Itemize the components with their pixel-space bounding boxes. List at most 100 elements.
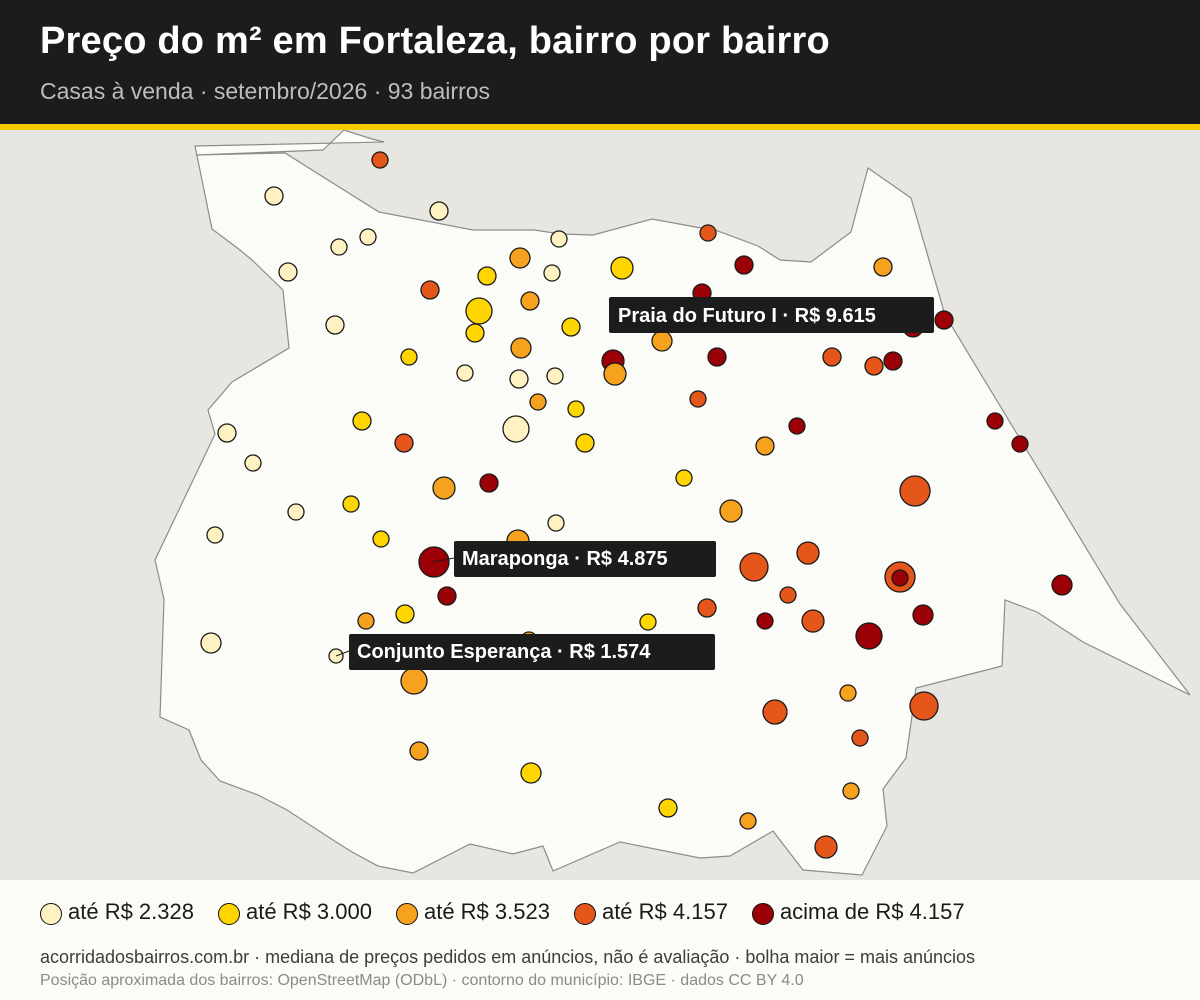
neighborhood-bubble[interactable] (287, 503, 305, 521)
neighborhood-bubble[interactable] (934, 310, 954, 330)
neighborhood-bubble[interactable] (479, 473, 499, 493)
neighborhood-bubble[interactable] (206, 526, 224, 544)
neighborhood-bubble[interactable] (330, 238, 348, 256)
footer (0, 880, 1200, 1000)
neighborhood-bubble[interactable] (429, 201, 449, 221)
neighborhood-bubble[interactable] (899, 475, 931, 507)
neighborhood-bubble[interactable] (409, 741, 429, 761)
callout-praia-do-futuro: Praia do Futuro I · R$ 9.615 (609, 297, 934, 333)
neighborhood-bubble[interactable] (842, 782, 860, 800)
neighborhood-bubble[interactable] (814, 835, 838, 859)
neighborhood-bubble[interactable] (891, 569, 909, 587)
neighborhood-bubble[interactable] (509, 247, 531, 269)
neighborhood-bubble[interactable] (371, 151, 389, 169)
legend-label: até R$ 4.157 (601, 899, 728, 924)
neighborhood-bubble[interactable] (839, 684, 857, 702)
neighborhood-bubble[interactable] (851, 729, 869, 747)
footer-note: acorridadosbairros.com.br · mediana de p… (40, 947, 976, 967)
neighborhood-bubble[interactable] (986, 412, 1004, 430)
neighborhood-bubble[interactable] (502, 415, 530, 443)
neighborhood-bubble[interactable] (529, 393, 547, 411)
neighborhood-bubble[interactable] (400, 348, 418, 366)
callout-text: Praia do Futuro I · R$ 9.615 (618, 305, 876, 327)
neighborhood-bubble[interactable] (477, 266, 497, 286)
neighborhood-bubble[interactable] (610, 256, 634, 280)
neighborhood-bubble[interactable] (575, 433, 595, 453)
neighborhood-bubble[interactable] (342, 495, 360, 513)
neighborhood-bubble[interactable] (561, 317, 581, 337)
header-bar: Preço do m² em Fortaleza, bairro por bai… (0, 0, 1200, 124)
neighborhood-bubble[interactable] (325, 315, 345, 335)
neighborhood-bubble[interactable] (603, 362, 627, 386)
neighborhood-bubble[interactable] (873, 257, 893, 277)
neighborhood-bubble[interactable] (510, 337, 532, 359)
neighborhood-bubble[interactable] (357, 612, 375, 630)
callout-layer: Praia do Futuro I · R$ 9.615 Maraponga ·… (335, 297, 934, 670)
neighborhood-bubble[interactable] (855, 622, 883, 650)
neighborhood-bubble[interactable] (779, 586, 797, 604)
neighborhood-bubble[interactable] (697, 598, 717, 618)
neighborhood-bubble[interactable] (762, 699, 788, 725)
map-subtitle: Casas à venda · setembro/2026 · 93 bairr… (40, 78, 491, 104)
neighborhood-bubble[interactable] (465, 297, 493, 325)
neighborhood-bubble[interactable] (909, 691, 939, 721)
neighborhood-bubble[interactable] (658, 798, 678, 818)
neighborhood-bubble[interactable] (200, 632, 222, 654)
neighborhood-bubble[interactable] (756, 612, 774, 630)
legend-item-tier-2: até R$ 3.000 (217, 899, 372, 925)
neighborhood-bubble[interactable] (278, 262, 298, 282)
neighborhood-bubble[interactable] (788, 417, 806, 435)
callout-conjunto-esperanca: Conjunto Esperança · R$ 1.574 (335, 634, 715, 670)
neighborhood-bubble[interactable] (352, 411, 372, 431)
neighborhood-bubble[interactable] (546, 367, 564, 385)
neighborhood-bubble[interactable] (639, 613, 657, 631)
neighborhood-bubble[interactable] (400, 667, 428, 695)
neighborhood-bubble[interactable] (420, 280, 440, 300)
neighborhood-bubble[interactable] (707, 347, 727, 367)
legend-swatch (573, 903, 596, 925)
neighborhood-bubble[interactable] (675, 469, 693, 487)
neighborhood-bubble[interactable] (567, 400, 585, 418)
neighborhood-bubble[interactable] (395, 604, 415, 624)
neighborhood-bubble[interactable] (394, 433, 414, 453)
legend-swatch (40, 903, 62, 925)
callout-maraponga: Maraponga · R$ 4.875 (432, 541, 716, 577)
neighborhood-bubble[interactable] (359, 228, 377, 246)
legend-item-tier-4: até R$ 4.157 (573, 899, 728, 925)
neighborhood-bubble[interactable] (456, 364, 474, 382)
neighborhood-bubble[interactable] (796, 541, 820, 565)
neighborhood-bubble[interactable] (801, 609, 825, 633)
neighborhood-bubble[interactable] (437, 586, 457, 606)
neighborhood-bubble[interactable] (543, 264, 561, 282)
neighborhood-bubble[interactable] (883, 351, 903, 371)
footer-credits: Posição aproximada dos bairros: OpenStre… (40, 972, 804, 989)
neighborhood-bubble[interactable] (739, 812, 757, 830)
legend-label: acima de R$ 4.157 (779, 899, 965, 924)
neighborhood-bubble[interactable] (547, 514, 565, 532)
legend-item-tier-3: até R$ 3.523 (395, 899, 550, 925)
neighborhood-bubble[interactable] (264, 186, 284, 206)
neighborhood-bubble[interactable] (1051, 574, 1073, 596)
neighborhood-bubble[interactable] (520, 762, 542, 784)
neighborhood-bubble[interactable] (1011, 435, 1029, 453)
neighborhood-bubble[interactable] (755, 436, 775, 456)
neighborhood-bubble[interactable] (432, 476, 456, 500)
neighborhood-bubble[interactable] (689, 390, 707, 408)
neighborhood-bubble[interactable] (465, 323, 485, 343)
neighborhood-bubble[interactable] (217, 423, 237, 443)
bubble-layer (200, 151, 1073, 859)
neighborhood-bubble[interactable] (509, 369, 529, 389)
neighborhood-bubble[interactable] (372, 530, 390, 548)
neighborhood-bubble[interactable] (244, 454, 262, 472)
neighborhood-bubble[interactable] (699, 224, 717, 242)
legend-label: até R$ 2.328 (68, 899, 194, 924)
neighborhood-bubble[interactable] (550, 230, 568, 248)
neighborhood-bubble[interactable] (734, 255, 754, 275)
neighborhood-bubble[interactable] (822, 347, 842, 367)
neighborhood-bubble[interactable] (651, 330, 673, 352)
neighborhood-bubble[interactable] (912, 604, 934, 626)
neighborhood-bubble[interactable] (719, 499, 743, 523)
neighborhood-bubble[interactable] (520, 291, 540, 311)
neighborhood-bubble[interactable] (739, 552, 769, 582)
neighborhood-bubble[interactable] (864, 356, 884, 376)
